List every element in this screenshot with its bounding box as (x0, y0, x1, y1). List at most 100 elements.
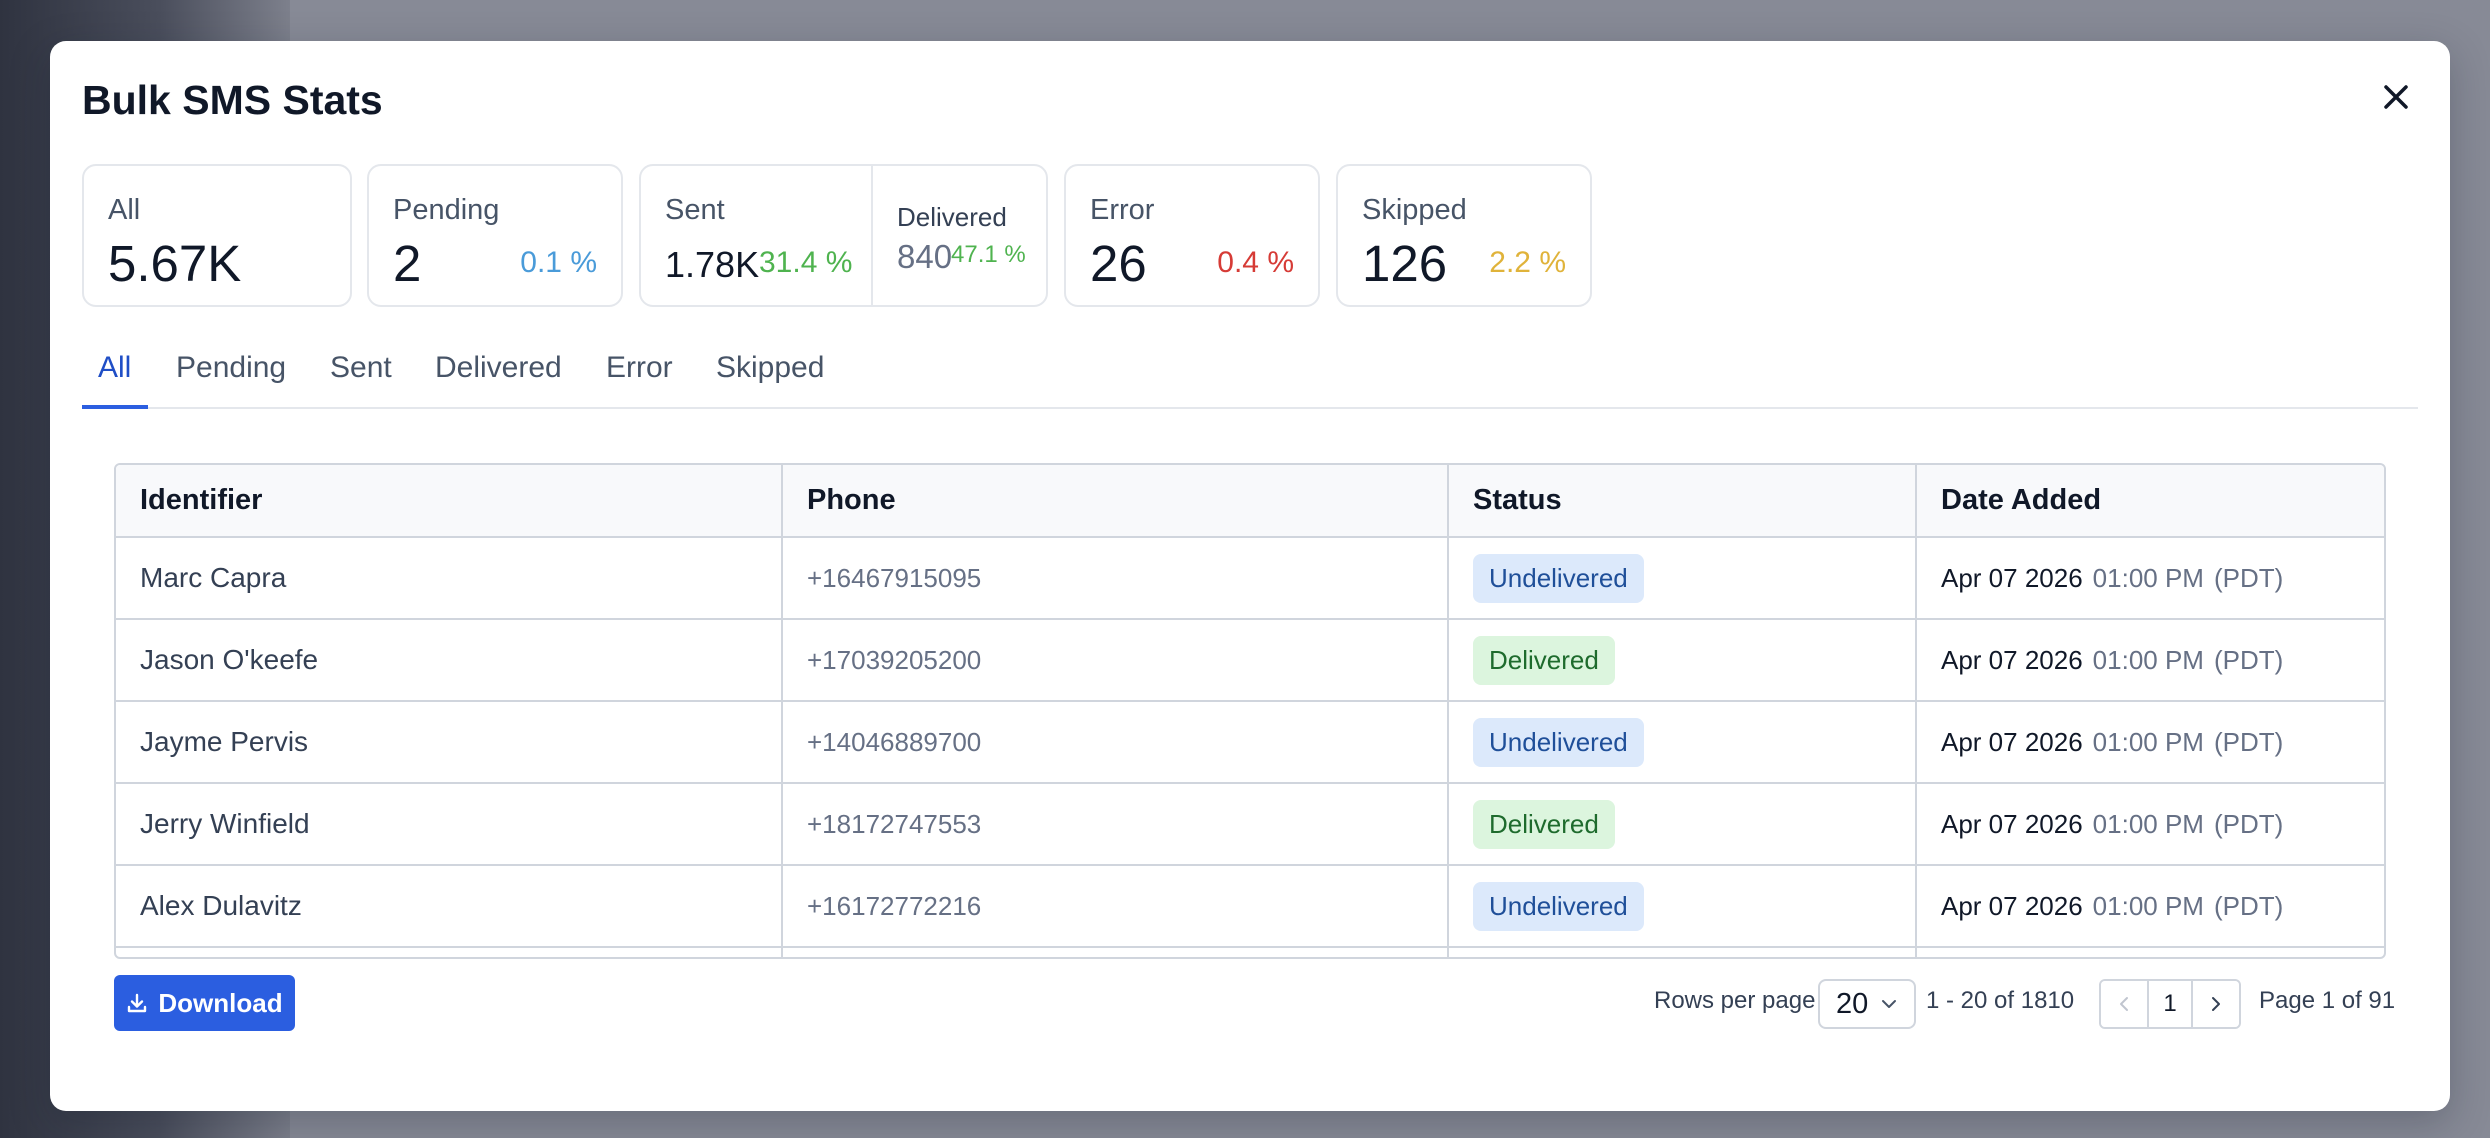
cell-date-added: Apr 07 2026 01:00 PM (PDT) (1916, 537, 2384, 620)
cell-date-added: Apr 07 2026 01:00 PM (PDT) (1916, 619, 2384, 702)
chevron-down-icon (1882, 1000, 1897, 1008)
stat-card-sent: Sent 1.78K 31.4 % Delivered 840 47.1 % (639, 164, 1048, 307)
time-text: 01:00 PM (2092, 891, 2204, 921)
page-of-text: Page 1 of 91 (2259, 987, 2396, 1014)
modal-title: Bulk SMS Stats (82, 77, 383, 123)
cell-date-added: Apr 07 2026 01:00 PM (PDT) (1916, 865, 2384, 948)
column-header-identifier[interactable]: Identifier (116, 465, 783, 538)
stat-label: Skipped (1362, 194, 1467, 226)
stat-subcard-delivered: Delivered 840 47.1 % (871, 166, 1046, 305)
download-icon (128, 993, 147, 1013)
tab-error[interactable]: Error (606, 351, 673, 384)
close-button[interactable] (2374, 75, 2418, 119)
tab-all[interactable]: All (82, 351, 148, 409)
stat-label: Pending (393, 194, 500, 226)
date-text: Apr 07 2026 (1941, 809, 2083, 839)
cell-identifier: Jayme Pervis (116, 701, 783, 784)
time-text: 01:00 PM (2092, 809, 2204, 839)
time-text: 01:00 PM (2092, 563, 2204, 593)
cell-status (1448, 947, 1917, 957)
cell-identifier: Alex Dulavitz (116, 865, 783, 948)
time-text: 01:00 PM (2092, 645, 2204, 675)
table-row[interactable]: Alex Dulavitz +16172772216 Undelivered A… (116, 865, 2384, 948)
cell-status: Undelivered (1448, 865, 1917, 948)
tab-sent[interactable]: Sent (330, 351, 392, 384)
stat-value: 5.67K (108, 235, 242, 292)
tab-pending[interactable]: Pending (176, 351, 287, 384)
stat-value: 840 (897, 238, 953, 275)
cell-date-added: Apr 07 2026 01:00 PM (PDT) (1916, 701, 2384, 784)
close-icon (2384, 85, 2408, 109)
stat-label: Sent (665, 194, 725, 226)
cell-date-added: Apr 07 2026 01:00 PM (PDT) (1916, 783, 2384, 866)
cell-phone: +14046889700 (782, 701, 1449, 784)
stat-percentage: 47.1 % (951, 241, 1026, 268)
status-badge: Delivered (1473, 635, 1615, 685)
stat-value: 1.78K (665, 244, 760, 285)
cell-phone: +16467915095 (782, 537, 1449, 620)
page-number-button[interactable]: 1 (2147, 981, 2193, 1027)
table-header-row: Identifier Phone Status Date Added (116, 465, 2384, 538)
stat-card-pending: Pending 2 0.1 % (367, 164, 623, 307)
stat-card-all: All 5.67K (82, 164, 352, 307)
date-text: Apr 07 2026 (1941, 563, 2083, 593)
cell-date-added (1916, 947, 2384, 957)
stat-value: 126 (1362, 235, 1448, 292)
stat-value: 26 (1090, 235, 1147, 292)
chevron-right-icon (2212, 997, 2220, 1011)
status-badge: Undelivered (1473, 553, 1644, 603)
cell-phone: +17039205200 (782, 619, 1449, 702)
stat-percentage: 2.2 % (1489, 246, 1566, 279)
tab-delivered[interactable]: Delivered (435, 351, 562, 384)
stat-card-skipped: Skipped 126 2.2 % (1336, 164, 1592, 307)
cell-identifier: Jason O'keefe (116, 619, 783, 702)
column-header-date-added[interactable]: Date Added (1916, 465, 2384, 538)
messages-table: Identifier Phone Status Date Added Marc … (114, 463, 2386, 959)
date-text: Apr 07 2026 (1941, 645, 2083, 675)
cell-status: Undelivered (1448, 537, 1917, 620)
cell-phone: +16172772216 (782, 865, 1449, 948)
status-tabs: All Pending Sent Delivered Error Skipped (82, 351, 2418, 409)
time-text: 01:00 PM (2092, 727, 2204, 757)
status-badge: Undelivered (1473, 881, 1644, 931)
cell-phone: +18172747553 (782, 783, 1449, 866)
cell-status: Undelivered (1448, 701, 1917, 784)
table-row[interactable]: Jayme Pervis +14046889700 Undelivered Ap… (116, 701, 2384, 784)
timezone-text: (PDT) (2213, 727, 2284, 757)
rows-per-page-select[interactable]: 20 (1818, 979, 1916, 1029)
stat-label: Delivered (897, 202, 1007, 232)
stat-label: All (108, 194, 141, 226)
timezone-text: (PDT) (2213, 809, 2284, 839)
download-label: Download (158, 987, 283, 1018)
divider (871, 166, 873, 305)
table-row[interactable] (116, 947, 2384, 957)
date-text: Apr 07 2026 (1941, 727, 2083, 757)
cell-identifier (116, 947, 783, 957)
pagination-controls: 1 (2099, 979, 2241, 1029)
cell-phone (782, 947, 1449, 957)
column-header-status[interactable]: Status (1448, 465, 1917, 538)
stat-percentage: 31.4 % (759, 246, 853, 279)
chevron-left-icon (2120, 997, 2128, 1011)
tab-skipped[interactable]: Skipped (716, 351, 825, 384)
column-header-phone[interactable]: Phone (782, 465, 1449, 538)
cell-identifier: Marc Capra (116, 537, 783, 620)
cell-identifier: Jerry Winfield (116, 783, 783, 866)
cell-status: Delivered (1448, 619, 1917, 702)
table-row[interactable]: Jason O'keefe +17039205200 Delivered Apr… (116, 619, 2384, 702)
date-text: Apr 07 2026 (1941, 891, 2083, 921)
download-button[interactable]: Download (114, 975, 295, 1031)
rows-per-page-label: Rows per page (1654, 987, 1816, 1014)
timezone-text: (PDT) (2213, 891, 2284, 921)
previous-page-button[interactable] (2101, 981, 2147, 1027)
table-row[interactable]: Marc Capra +16467915095 Undelivered Apr … (116, 537, 2384, 620)
rows-per-page-value: 20 (1836, 987, 1869, 1020)
stat-label: Error (1090, 194, 1155, 226)
stat-percentage: 0.4 % (1217, 246, 1294, 279)
stat-percentage: 0.1 % (520, 246, 597, 279)
pagination-range: 1 - 20 of 1810 (1926, 987, 2075, 1014)
status-badge: Delivered (1473, 799, 1615, 849)
table-row[interactable]: Jerry Winfield +18172747553 Delivered Ap… (116, 783, 2384, 866)
next-page-button[interactable] (2193, 981, 2239, 1027)
timezone-text: (PDT) (2213, 645, 2284, 675)
